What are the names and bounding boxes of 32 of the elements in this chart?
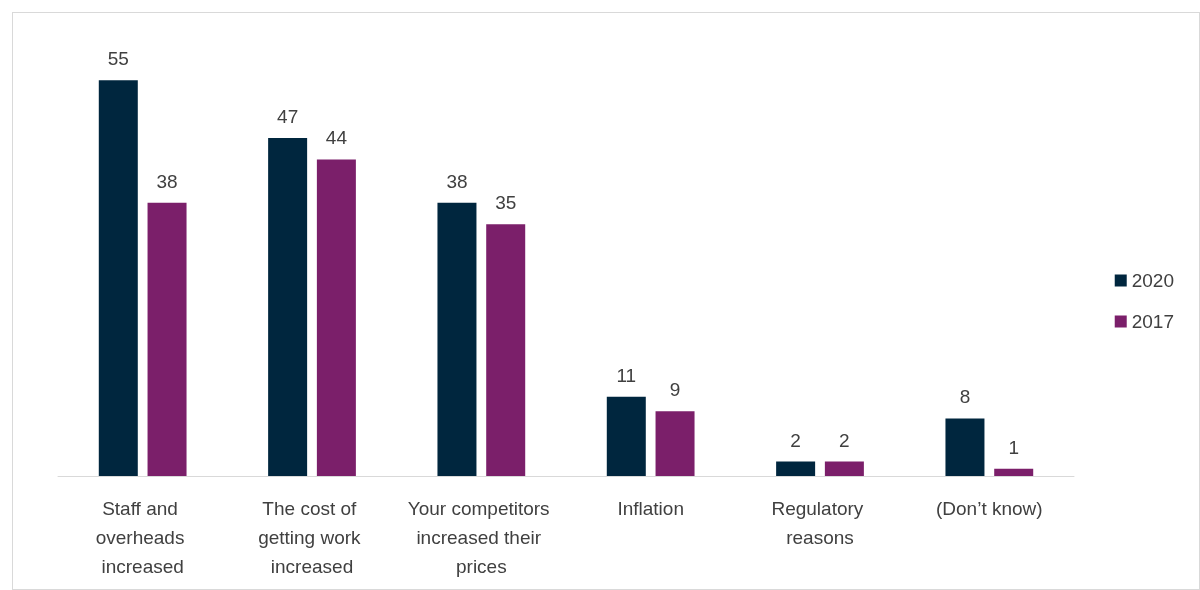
data-label: 2 xyxy=(839,429,850,451)
bar xyxy=(776,461,816,476)
x-tick-label: Regulatory reasons xyxy=(771,498,869,548)
bar xyxy=(437,202,477,476)
data-label: 8 xyxy=(959,386,971,408)
x-tick-label: Your competitors increased their prices xyxy=(407,498,555,577)
data-label: 47 xyxy=(277,105,299,127)
bar xyxy=(486,224,526,476)
bar xyxy=(268,137,308,476)
x-tick-label: Staff and overheads increased xyxy=(95,498,190,577)
bar xyxy=(147,202,187,476)
bar xyxy=(606,396,646,476)
bar xyxy=(824,461,864,476)
bar xyxy=(98,80,138,476)
data-label: 35 xyxy=(495,192,517,214)
legend-label: 2017 xyxy=(1131,311,1175,332)
data-label: 38 xyxy=(156,170,178,192)
data-label: 11 xyxy=(616,364,637,386)
bar xyxy=(945,418,985,476)
bar xyxy=(316,159,356,476)
data-label: 9 xyxy=(669,379,681,401)
legend-label: 2020 xyxy=(1131,270,1175,291)
bar xyxy=(994,468,1034,476)
data-label: 55 xyxy=(107,48,129,70)
data-label: 2 xyxy=(790,429,801,451)
data-label: 44 xyxy=(325,127,348,149)
data-label: 38 xyxy=(446,170,468,192)
x-tick-label: (Don’t know) xyxy=(936,498,1043,519)
data-label: 1 xyxy=(1008,436,1019,458)
x-tick-label: The cost of getting work increased xyxy=(258,498,366,577)
bar xyxy=(655,411,695,476)
x-tick-label: Inflation xyxy=(617,498,684,519)
